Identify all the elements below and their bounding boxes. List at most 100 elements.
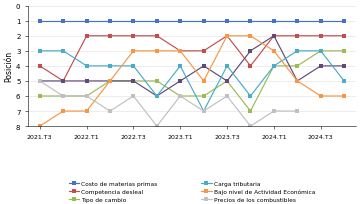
Carga tributaria (248, 95, 253, 98)
Costo de materias primas (108, 20, 112, 23)
Bajo nivel de Actividad Económica (85, 110, 89, 113)
Competencia desleal (155, 35, 159, 38)
Tipo de cambio (85, 95, 89, 98)
Costo de materias primas (319, 20, 323, 23)
Competencia de productos importados (319, 65, 323, 68)
Competencia desleal (342, 35, 346, 38)
Carga tributaria (225, 65, 229, 68)
Competencia de productos importados (155, 95, 159, 98)
Carga tributaria (85, 65, 89, 68)
Tipo de cambio (131, 80, 136, 83)
Costo de materias primas (61, 20, 66, 23)
Bajo nivel de Actividad Económica (319, 95, 323, 98)
Costo de materias primas (202, 20, 206, 23)
Bajo nivel de Actividad Económica (38, 125, 42, 128)
Precios de los combustibles (295, 110, 300, 113)
Costo de materias primas (38, 20, 42, 23)
Tipo de cambio (202, 95, 206, 98)
Bajo nivel de Actividad Económica (202, 80, 206, 83)
Competencia de productos importados (178, 80, 183, 83)
Competencia de productos importados (61, 80, 66, 83)
Tipo de cambio (155, 80, 159, 83)
Costo de materias primas (248, 20, 253, 23)
Y-axis label: Posición: Posición (4, 51, 13, 82)
Competencia de productos importados (272, 35, 276, 38)
Line: Bajo nivel de Actividad Económica: Bajo nivel de Actividad Económica (38, 35, 346, 128)
Line: Competencia de productos importados: Competencia de productos importados (38, 35, 346, 98)
Tipo de cambio (295, 65, 300, 68)
Carga tributaria (272, 65, 276, 68)
Competencia de productos importados (38, 80, 42, 83)
Costo de materias primas (155, 20, 159, 23)
Competencia desleal (202, 50, 206, 53)
Precios de los combustibles (108, 110, 112, 113)
Competencia de productos importados (295, 80, 300, 83)
Carga tributaria (108, 65, 112, 68)
Costo de materias primas (131, 20, 136, 23)
Tipo de cambio (342, 50, 346, 53)
Precios de los combustibles (272, 110, 276, 113)
Precios de los combustibles (202, 110, 206, 113)
Carga tributaria (342, 80, 346, 83)
Tipo de cambio (272, 65, 276, 68)
Competencia desleal (272, 35, 276, 38)
Precios de los combustibles (248, 125, 253, 128)
Bajo nivel de Actividad Económica (131, 50, 136, 53)
Carga tributaria (38, 50, 42, 53)
Line: Competencia desleal: Competencia desleal (38, 35, 346, 83)
Competencia de productos importados (342, 65, 346, 68)
Competencia desleal (131, 35, 136, 38)
Line: Precios de los combustibles: Precios de los combustibles (38, 80, 299, 128)
Bajo nivel de Actividad Económica (272, 50, 276, 53)
Line: Carga tributaria: Carga tributaria (38, 50, 346, 113)
Bajo nivel de Actividad Económica (108, 80, 112, 83)
Competencia desleal (178, 50, 183, 53)
Tipo de cambio (319, 50, 323, 53)
Competencia de productos importados (202, 65, 206, 68)
Tipo de cambio (225, 80, 229, 83)
Costo de materias primas (272, 20, 276, 23)
Bajo nivel de Actividad Económica (178, 50, 183, 53)
Bajo nivel de Actividad Económica (342, 95, 346, 98)
Carga tributaria (61, 50, 66, 53)
Costo de materias primas (342, 20, 346, 23)
Bajo nivel de Actividad Económica (295, 80, 300, 83)
Competencia de productos importados (131, 80, 136, 83)
Precios de los combustibles (155, 125, 159, 128)
Competencia desleal (85, 35, 89, 38)
Carga tributaria (295, 50, 300, 53)
Competencia desleal (248, 65, 253, 68)
Competencia desleal (38, 65, 42, 68)
Tipo de cambio (178, 95, 183, 98)
Legend: Costo de materias primas, Competencia desleal, Tipo de cambio, Competencia de pr: Costo de materias primas, Competencia de… (67, 180, 316, 204)
Precios de los combustibles (61, 95, 66, 98)
Costo de materias primas (295, 20, 300, 23)
Precios de los combustibles (85, 95, 89, 98)
Precios de los combustibles (131, 95, 136, 98)
Precios de los combustibles (225, 95, 229, 98)
Costo de materias primas (85, 20, 89, 23)
Competencia desleal (319, 35, 323, 38)
Line: Costo de materias primas: Costo de materias primas (38, 20, 346, 23)
Tipo de cambio (248, 110, 253, 113)
Precios de los combustibles (38, 80, 42, 83)
Competencia de productos importados (108, 80, 112, 83)
Competencia de productos importados (248, 50, 253, 53)
Carga tributaria (131, 65, 136, 68)
Competencia desleal (295, 35, 300, 38)
Competencia desleal (108, 35, 112, 38)
Line: Tipo de cambio: Tipo de cambio (38, 50, 346, 113)
Competencia de productos importados (85, 80, 89, 83)
Carga tributaria (178, 65, 183, 68)
Carga tributaria (319, 50, 323, 53)
Bajo nivel de Actividad Económica (61, 110, 66, 113)
Competencia desleal (61, 80, 66, 83)
Carga tributaria (155, 95, 159, 98)
Tipo de cambio (61, 95, 66, 98)
Precios de los combustibles (178, 95, 183, 98)
Bajo nivel de Actividad Económica (225, 35, 229, 38)
Carga tributaria (202, 110, 206, 113)
Competencia desleal (225, 35, 229, 38)
Costo de materias primas (225, 20, 229, 23)
Tipo de cambio (108, 80, 112, 83)
